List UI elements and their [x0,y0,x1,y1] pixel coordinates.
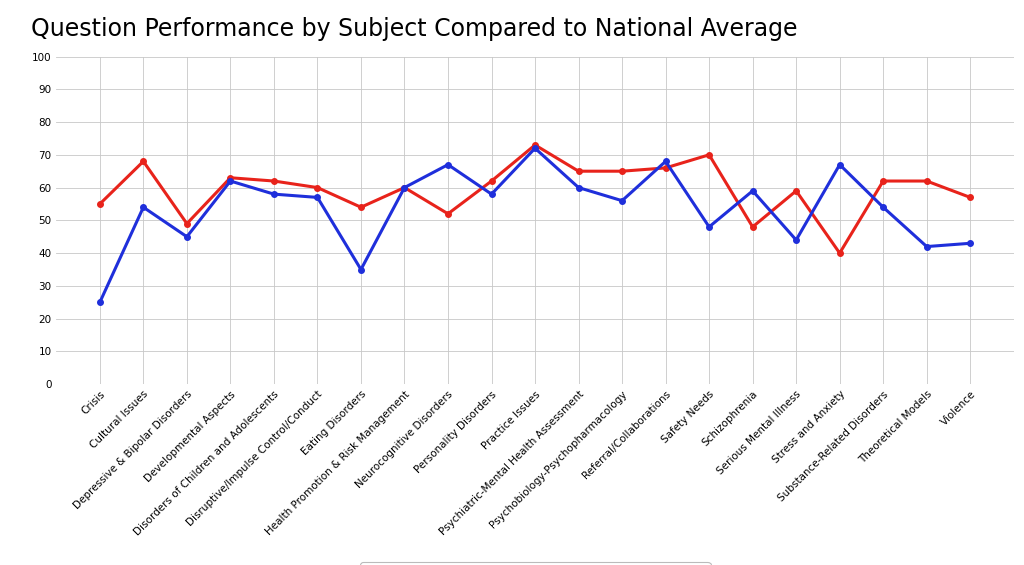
Line: Average Score: Average Score [97,142,973,256]
Average Score [965,194,977,201]
National Score [659,158,672,165]
Average Score [834,250,846,257]
Average Score [791,188,803,194]
Average Score [877,177,889,184]
Average Score [572,168,585,175]
Average Score [921,177,933,184]
National Score [485,191,498,198]
Average Score [311,184,324,191]
Legend: Average Score, National Score: Average Score, National Score [359,562,711,565]
Average Score [442,210,455,217]
Average Score [268,177,281,184]
National Score [921,243,933,250]
National Score [180,233,193,240]
Average Score [180,220,193,227]
National Score [703,224,716,231]
Average Score [703,151,716,158]
Average Score [137,158,150,165]
Average Score [529,142,542,149]
National Score [224,177,237,184]
National Score [791,237,803,244]
Average Score [355,204,368,211]
Average Score [659,164,672,171]
National Score [746,188,759,194]
National Score [137,204,150,211]
National Score [616,197,629,204]
Average Score [224,175,237,181]
National Score [355,266,368,273]
Average Score [616,168,629,175]
National Score [572,184,585,191]
Average Score [746,224,759,231]
National Score [877,204,889,211]
Text: Question Performance by Subject Compared to National Average: Question Performance by Subject Compared… [31,17,798,41]
National Score [834,161,846,168]
National Score [268,191,281,198]
National Score [529,145,542,151]
Average Score [398,184,411,191]
National Score [94,299,106,306]
National Score [442,161,455,168]
Average Score [485,177,498,184]
Average Score [94,201,106,207]
National Score [965,240,977,247]
Line: National Score: National Score [97,145,973,305]
National Score [398,184,411,191]
National Score [311,194,324,201]
